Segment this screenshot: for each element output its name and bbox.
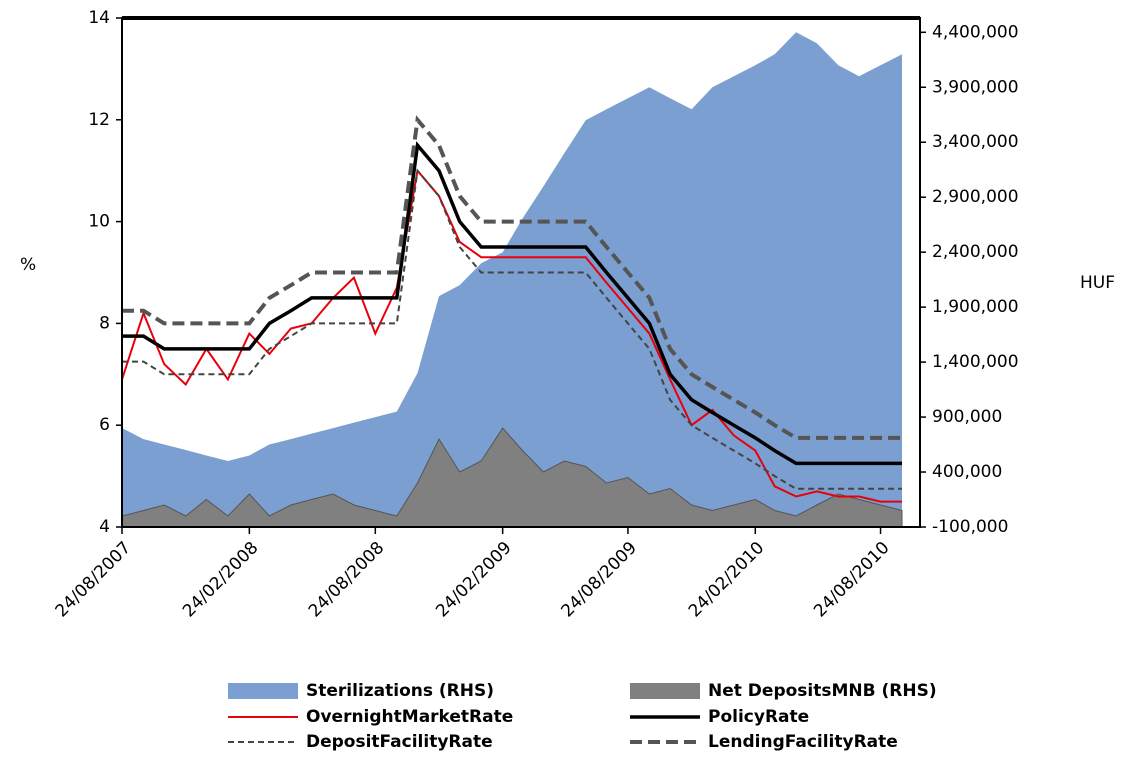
y2-tick-label: 4,400,000 xyxy=(932,22,1019,42)
x-tick-label: 24/02/2010 xyxy=(685,538,768,621)
legend-swatch xyxy=(228,683,298,699)
x-tick-label: 24/02/2008 xyxy=(179,538,262,621)
y2-tick-label: 2,900,000 xyxy=(932,187,1019,207)
y-tick-label: 12 xyxy=(88,110,110,130)
legend-label: LendingFacilityRate xyxy=(708,732,898,752)
x-tick-label: 24/08/2008 xyxy=(305,538,388,621)
line xyxy=(121,168,902,503)
legend-label: Net DepositsMNB (RHS) xyxy=(708,681,937,701)
area xyxy=(122,32,902,528)
x-tick-label: 24/08/2010 xyxy=(810,538,893,621)
line xyxy=(122,141,902,466)
y2-tick-label: 3,900,000 xyxy=(932,77,1019,97)
line xyxy=(122,115,902,440)
y2-tick-label: 2,400,000 xyxy=(932,242,1019,262)
y-tick-label: 10 xyxy=(88,212,110,232)
y2-tick-label: -100,000 xyxy=(932,517,1008,537)
y-tick-label: 6 xyxy=(99,415,110,435)
x-tick-label: 24/08/2007 xyxy=(52,538,135,621)
line xyxy=(122,168,902,490)
legend-label: OvernightMarketRate xyxy=(306,707,513,727)
area xyxy=(121,427,903,528)
y-tick-label: 4 xyxy=(99,517,110,537)
y2-tick-label: 900,000 xyxy=(932,407,1002,427)
y-tick-label: 14 xyxy=(88,8,110,28)
y2-tick-label: 1,400,000 xyxy=(932,352,1019,372)
y-axis-label: % xyxy=(20,255,36,275)
y2-tick-label: 1,900,000 xyxy=(932,297,1019,317)
legend-label: PolicyRate xyxy=(708,707,809,727)
x-tick-label: 24/02/2009 xyxy=(432,538,515,621)
y-tick-label: 8 xyxy=(99,313,110,333)
x-tick-label: 24/08/2009 xyxy=(558,538,641,621)
y2-tick-label: 3,400,000 xyxy=(932,132,1019,152)
legend-label: Sterilizations (RHS) xyxy=(306,681,494,701)
legend-swatch xyxy=(630,683,700,699)
legend-label: DepositFacilityRate xyxy=(306,732,493,752)
y2-tick-label: 400,000 xyxy=(932,462,1002,482)
y2-axis-label: HUF xyxy=(1080,273,1115,293)
